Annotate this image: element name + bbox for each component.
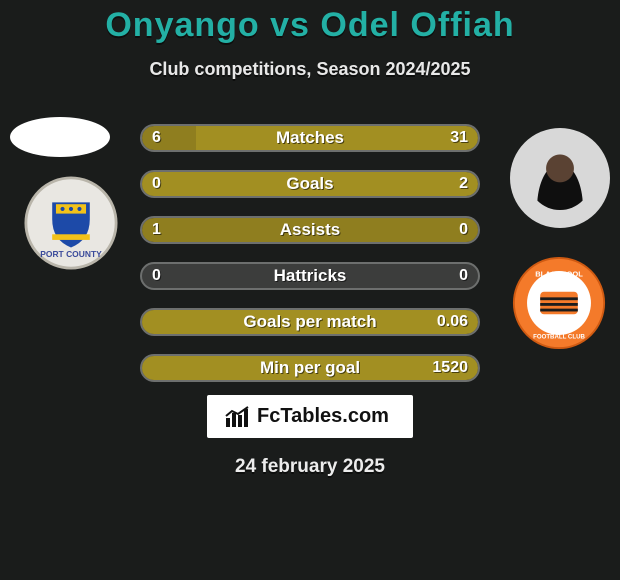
stat-label: Goals per match xyxy=(142,310,478,334)
stat-left-value: 0 xyxy=(152,172,161,196)
stat-right-value: 2 xyxy=(459,172,468,196)
stat-right-value: 1520 xyxy=(432,356,468,380)
stat-left-value: 0 xyxy=(152,264,161,288)
svg-text:PORT COUNTY: PORT COUNTY xyxy=(40,249,102,259)
stat-right-value: 0 xyxy=(459,264,468,288)
stat-label: Matches xyxy=(142,126,478,150)
comparison-bars: Matches631Goals02Assists10Hattricks00Goa… xyxy=(140,124,480,400)
brand-badge: FcTables.com xyxy=(207,395,413,438)
stat-right-value: 0 xyxy=(459,218,468,242)
stat-label: Min per goal xyxy=(142,356,478,380)
stat-left-value: 1 xyxy=(152,218,161,242)
svg-text:BLACKPOOL: BLACKPOOL xyxy=(535,270,583,279)
club-right-crest: BLACKPOOL FOOTBALL CLUB xyxy=(512,256,606,350)
stat-row: Assists1 0 xyxy=(140,216,480,244)
stat-row: Hattricks0 0 xyxy=(140,262,480,290)
page-title: Onyango vs Odel Offiah xyxy=(0,0,620,45)
stat-row: Goals0 2 xyxy=(140,170,480,198)
stat-row: Min per goal1520 xyxy=(140,354,480,382)
stat-right-value: 31 xyxy=(450,126,468,150)
stat-label: Goals xyxy=(142,172,478,196)
brand-icon xyxy=(225,406,251,428)
date-text: 24 february 2025 xyxy=(235,456,385,478)
stat-row: Matches6 31 xyxy=(140,124,480,152)
stat-right-value: 0.06 xyxy=(437,310,468,334)
subtitle: Club competitions, Season 2024/2025 xyxy=(0,59,620,80)
stat-label: Assists xyxy=(142,218,478,242)
svg-text:FOOTBALL CLUB: FOOTBALL CLUB xyxy=(533,334,585,341)
club-left-crest: PORT COUNTY xyxy=(24,176,118,270)
stat-label: Hattricks xyxy=(142,264,478,288)
player-left-avatar xyxy=(10,117,110,157)
player-right-avatar xyxy=(510,128,610,228)
brand-text: FcTables.com xyxy=(257,405,389,428)
stat-row: Goals per match0.06 xyxy=(140,308,480,336)
stat-left-value: 6 xyxy=(152,126,161,150)
